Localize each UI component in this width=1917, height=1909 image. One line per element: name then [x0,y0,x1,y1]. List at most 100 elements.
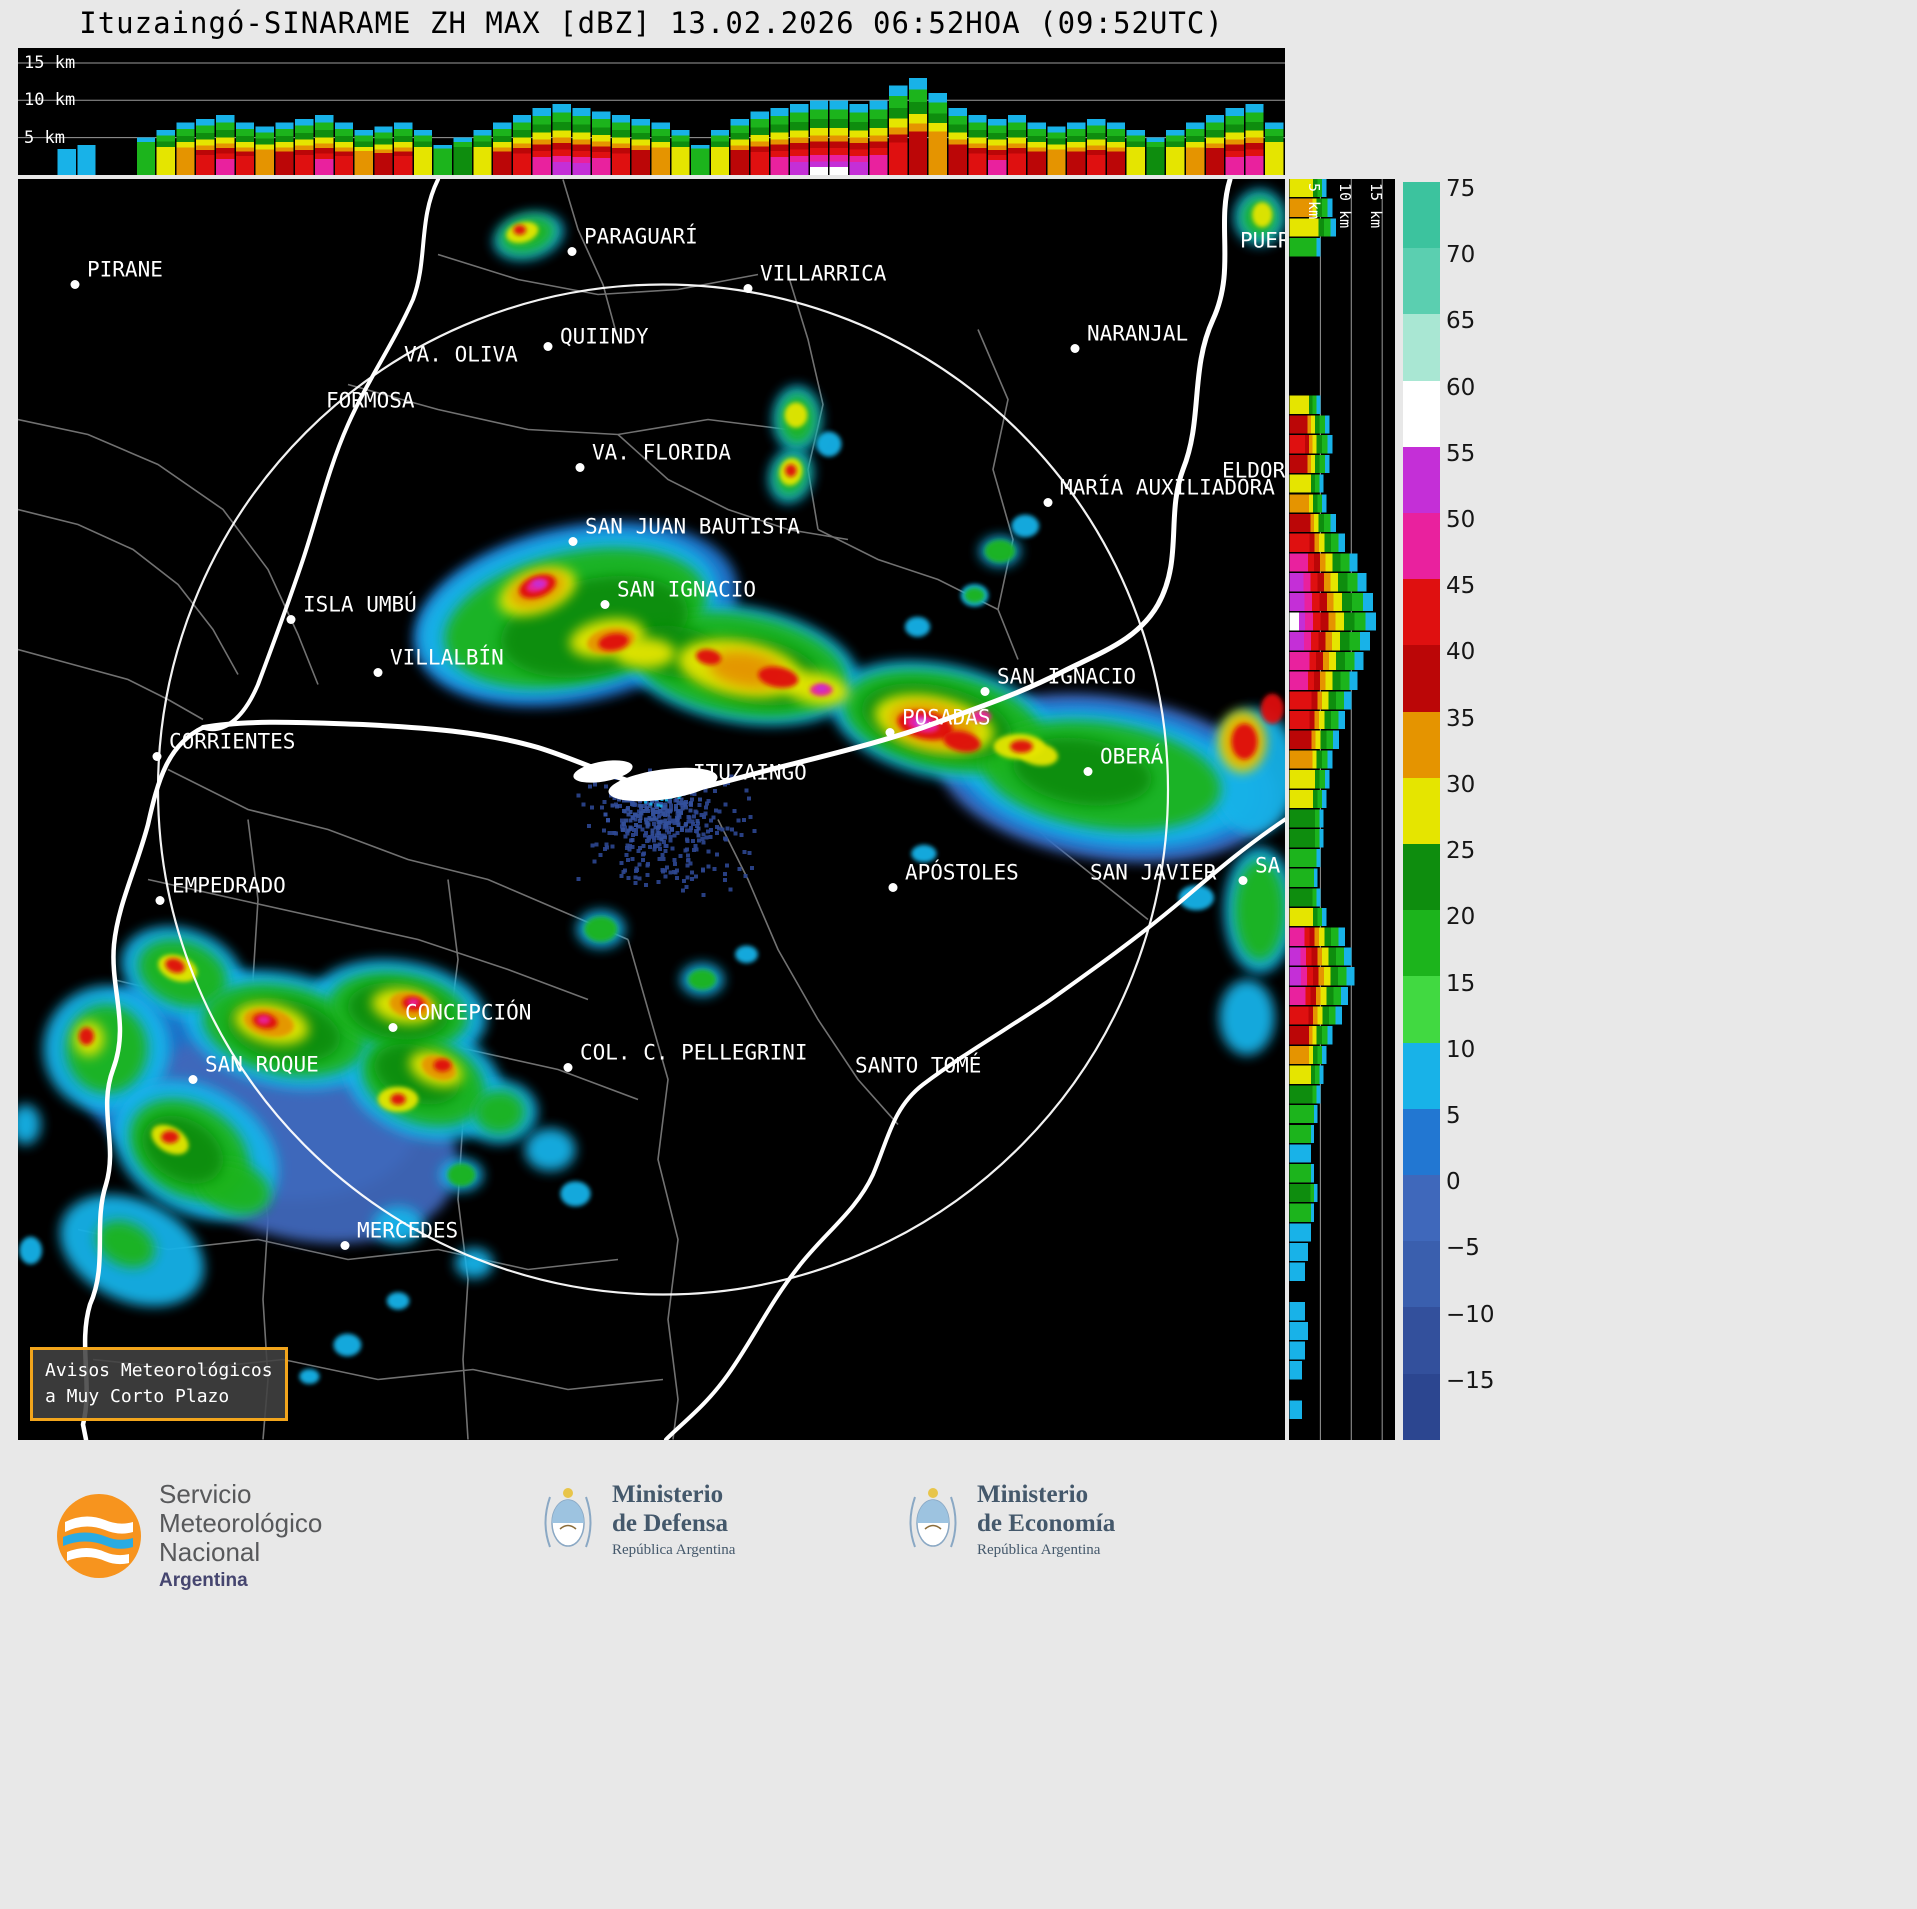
clutter-pixel [697,797,702,802]
clutter-pixel [654,805,659,810]
colorbar-band [1403,579,1440,646]
clutter-pixel [662,833,667,838]
profile-column [1289,494,1310,513]
clutter-pixel [661,809,666,814]
clutter-pixel [625,805,630,810]
profile-column [275,151,294,175]
clutter-pixel [708,818,713,823]
clutter-pixel [602,799,607,804]
profile-column [1289,1361,1302,1380]
colorbar-tick-label: 40 [1446,639,1476,666]
clutter-pixel [643,803,648,808]
clutter-pixel [638,812,643,817]
clutter-pixel [667,815,672,820]
clutter-pixel [658,846,663,851]
clutter-pixel [663,821,668,826]
ministry-economia-branding: Ministerio de Economía República Argenti… [905,1480,1115,1559]
clutter-pixel [617,804,622,809]
colorbar-tick-label: 15 [1446,970,1476,997]
clutter-pixel [672,833,677,838]
city-dot [568,537,578,546]
clutter-pixel [605,845,610,850]
clutter-pixel [685,875,690,880]
clutter-pixel [630,799,635,804]
profile-column [1289,533,1310,552]
profile-column [314,158,334,175]
clutter-pixel [653,844,658,849]
clutter-pixel [668,838,673,843]
colorbar-band [1403,380,1440,447]
colorbar-tick-label: −10 [1446,1301,1495,1328]
profile-column [354,151,373,175]
clutter-pixel [703,811,708,816]
clutter-pixel [688,828,693,833]
defensa-line-3: República Argentina [612,1542,736,1558]
city-label: NARANJAL [1087,322,1188,346]
colorbar-tick-label: 55 [1446,440,1476,467]
clutter-pixel [646,822,651,827]
clutter-pixel [610,803,615,808]
clutter-pixel [576,793,581,798]
profile-column [374,153,393,175]
clutter-pixel [620,828,625,833]
profile-column [1087,154,1106,175]
echo-cell [390,1093,406,1105]
city-label: EMPEDRADO [172,874,286,898]
profile-column [1007,153,1027,175]
clutter-pixel [617,797,622,802]
argentina-coat-of-arms-icon [544,1487,592,1547]
clutter-pixel [626,812,631,817]
clutter-pixel [639,810,644,815]
profile-column [1289,1262,1305,1281]
echo-cell [904,616,931,637]
colorbar-tick-label: 45 [1446,573,1476,600]
profile-column [750,152,769,175]
clutter-pixel [633,875,638,880]
colorbar-band [1403,513,1440,580]
clutter-pixel [742,818,747,823]
city-label: APÓSTOLES [905,860,1019,885]
clutter-pixel [652,816,657,821]
clutter-pixel [715,825,720,830]
top-cross-section-plot [18,62,1285,175]
city-label: COL. C. PELLEGRINI [580,1041,808,1065]
profile-column [1289,218,1319,237]
city-dot [567,247,577,256]
profile-column [592,157,611,175]
clutter-pixel [628,818,633,823]
city-label: PIRANE [87,258,163,282]
profile-column [1289,1105,1314,1124]
clutter-pixel [603,812,608,817]
city-label: SAN JUAN BAUTISTA [585,515,800,539]
height-label-5km-v: 5 km [1305,183,1323,220]
clutter-pixel [663,824,668,829]
clutter-pixel [659,801,664,806]
colorbar-tick-label: 30 [1446,771,1476,798]
clutter-pixel [640,827,645,832]
clutter-pixel [725,863,730,868]
height-label-10km: 10 km [24,90,76,110]
clutter-pixel [630,845,635,850]
clutter-pixel [663,874,668,879]
colorbar-bands [1403,182,1440,1440]
clutter-pixel [637,819,642,824]
clutter-pixel [674,807,679,812]
echo-cell [1178,885,1215,911]
clutter-pixel [739,833,744,838]
city-label: POSADAS [902,706,991,730]
profile-column [1289,435,1306,454]
echo-cell [1219,979,1275,1056]
warning-line-1: Avisos Meteorológicos [45,1360,273,1381]
clutter-pixel [667,830,672,835]
echo-cell [1234,859,1285,961]
clutter-pixel [701,892,706,897]
city-label: VILLARRICA [760,262,887,286]
clutter-pixel [621,870,626,875]
profile-column [1289,947,1301,966]
clutter-pixel [598,852,603,857]
profile-column [1205,148,1225,175]
clutter-pixel [626,828,631,833]
profile-column [1289,592,1305,611]
profile-column [1289,1203,1312,1222]
clutter-pixel [619,860,624,865]
